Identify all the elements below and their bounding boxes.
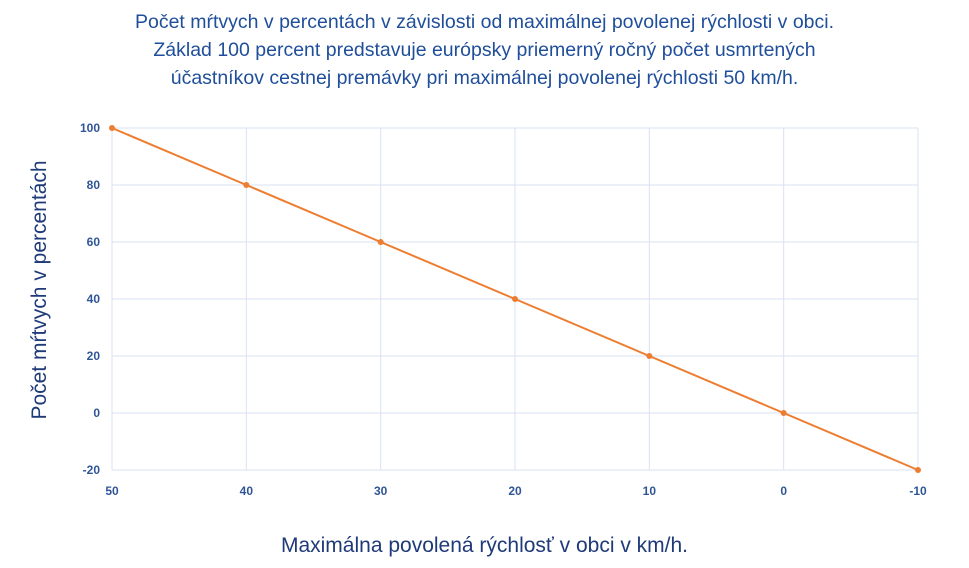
data-point bbox=[243, 182, 250, 188]
y-tick-label: 60 bbox=[87, 235, 101, 249]
y-tick-label: -20 bbox=[83, 463, 101, 477]
data-point bbox=[915, 467, 921, 473]
chart-title-line: účastníkov cestnej premávky pri maximáln… bbox=[170, 67, 799, 89]
y-tick-label: 80 bbox=[87, 178, 101, 192]
data-point bbox=[646, 353, 653, 359]
x-tick-label: -10 bbox=[909, 484, 927, 498]
x-tick-label: 0 bbox=[780, 484, 787, 498]
data-point bbox=[780, 410, 787, 416]
chart-title: Počet mŕtvych v percentách v závislosti … bbox=[0, 8, 969, 92]
x-axis-label: Maximálna povolená rýchlosť v obci v km/… bbox=[280, 534, 689, 557]
x-tick-label: 10 bbox=[643, 484, 657, 498]
y-tick-label: 40 bbox=[87, 292, 101, 306]
x-tick-label: 20 bbox=[508, 484, 522, 498]
chart-title-line: Počet mŕtvych v percentách v závislosti … bbox=[134, 11, 835, 33]
y-tick-label: 100 bbox=[80, 121, 100, 135]
y-tick-label: 0 bbox=[93, 406, 100, 420]
x-tick-label: 40 bbox=[240, 484, 254, 498]
y-tick-label: 20 bbox=[87, 349, 101, 363]
data-point bbox=[109, 125, 115, 131]
x-tick-label: 50 bbox=[105, 484, 119, 498]
y-axis-label: Počet mŕtvych v percentách bbox=[28, 160, 51, 420]
x-tick-label: 30 bbox=[374, 484, 388, 498]
data-point bbox=[377, 239, 384, 245]
data-point bbox=[512, 296, 518, 302]
chart-title-line: Základ 100 percent predstavuje európsky … bbox=[153, 39, 816, 61]
